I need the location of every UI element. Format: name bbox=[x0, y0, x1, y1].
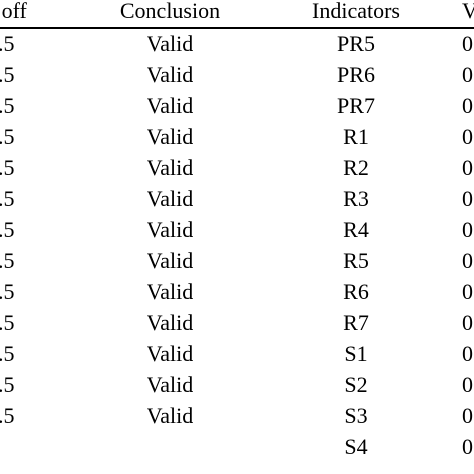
header-conclusion: Conclusion bbox=[119, 0, 221, 23]
cell-indicator: PR7 bbox=[337, 93, 375, 118]
cell-conclusion: Valid bbox=[146, 248, 194, 273]
table-row: .5 Valid R4 0 bbox=[0, 217, 474, 248]
cell-value: 0 bbox=[462, 62, 473, 87]
cell-value: 0 bbox=[462, 217, 473, 242]
cell-indicator: R1 bbox=[343, 124, 369, 149]
cell-value: 0 bbox=[462, 31, 473, 56]
cell-cutoff: .5 bbox=[0, 279, 15, 304]
cell-cutoff: .5 bbox=[0, 403, 15, 428]
table-row: .5 Valid PR5 0 bbox=[0, 31, 474, 62]
table-row: .5 Valid R5 0 bbox=[0, 248, 474, 279]
cell-conclusion: Valid bbox=[146, 93, 194, 118]
table-row: .5 Valid S1 0 bbox=[0, 341, 474, 372]
cell-cutoff: .5 bbox=[0, 186, 15, 211]
table-row: .5 Valid S3 0 bbox=[0, 403, 474, 434]
cell-conclusion: Valid bbox=[146, 403, 194, 428]
table-row: .5 Valid PR7 0 bbox=[0, 93, 474, 124]
cell-conclusion: Valid bbox=[146, 62, 194, 87]
cell-value: 0 bbox=[462, 155, 473, 180]
cell-cutoff: .5 bbox=[0, 372, 15, 397]
cell-indicator: R2 bbox=[343, 155, 369, 180]
cell-indicator: S4 bbox=[344, 434, 368, 459]
header-indicators: Indicators bbox=[312, 0, 400, 23]
cell-conclusion: Valid bbox=[146, 341, 194, 366]
cell-value: 0 bbox=[462, 372, 473, 397]
cell-conclusion: Valid bbox=[146, 217, 194, 242]
cell-cutoff: .5 bbox=[0, 62, 15, 87]
table-row: .5 Valid R7 0 bbox=[0, 310, 474, 341]
cell-cutoff: .5 bbox=[0, 31, 15, 56]
header-rule bbox=[0, 27, 474, 29]
cell-value: 0 bbox=[462, 403, 473, 428]
header-value: V bbox=[462, 0, 474, 23]
cell-indicator: S1 bbox=[344, 341, 368, 366]
cell-cutoff: .5 bbox=[0, 124, 15, 149]
cell-indicator: R4 bbox=[343, 217, 369, 242]
cell-value: 0 bbox=[462, 279, 473, 304]
cell-value: 0 bbox=[462, 310, 473, 335]
cell-value: 0 bbox=[462, 341, 473, 366]
table-row: .5 Valid PR6 0 bbox=[0, 62, 474, 93]
table-row: S4 0 bbox=[0, 434, 474, 465]
table-header-row: t off Conclusion Indicators V bbox=[0, 0, 474, 28]
cell-conclusion: Valid bbox=[146, 155, 194, 180]
cell-value: 0 bbox=[462, 434, 473, 459]
cell-indicator: S2 bbox=[344, 372, 368, 397]
cell-indicator: PR5 bbox=[337, 31, 375, 56]
cell-conclusion: Valid bbox=[146, 31, 194, 56]
cell-conclusion: Valid bbox=[146, 124, 194, 149]
cell-conclusion: Valid bbox=[146, 310, 194, 335]
cell-indicator: R6 bbox=[343, 279, 369, 304]
cell-conclusion: Valid bbox=[146, 186, 194, 211]
cell-value: 0 bbox=[462, 248, 473, 273]
cell-cutoff: .5 bbox=[0, 341, 15, 366]
table-row: .5 Valid R2 0 bbox=[0, 155, 474, 186]
cell-indicator: R5 bbox=[343, 248, 369, 273]
table-row: .5 Valid R6 0 bbox=[0, 279, 474, 310]
table-row: .5 Valid S2 0 bbox=[0, 372, 474, 403]
cell-cutoff: .5 bbox=[0, 310, 15, 335]
cell-indicator: R3 bbox=[343, 186, 369, 211]
cell-cutoff: .5 bbox=[0, 248, 15, 273]
cell-cutoff: .5 bbox=[0, 217, 15, 242]
cell-value: 0 bbox=[462, 124, 473, 149]
cell-cutoff: .5 bbox=[0, 155, 15, 180]
table-row: .5 Valid R3 0 bbox=[0, 186, 474, 217]
cell-value: 0 bbox=[462, 93, 473, 118]
table-row: .5 Valid R1 0 bbox=[0, 124, 474, 155]
cell-indicator: PR6 bbox=[337, 62, 375, 87]
cell-conclusion: Valid bbox=[146, 372, 194, 397]
cell-value: 0 bbox=[462, 186, 473, 211]
cell-indicator: S3 bbox=[344, 403, 368, 428]
cell-conclusion: Valid bbox=[146, 279, 194, 304]
cell-cutoff: .5 bbox=[0, 93, 15, 118]
header-cutoff: t off bbox=[0, 0, 27, 23]
cell-indicator: R7 bbox=[343, 310, 369, 335]
